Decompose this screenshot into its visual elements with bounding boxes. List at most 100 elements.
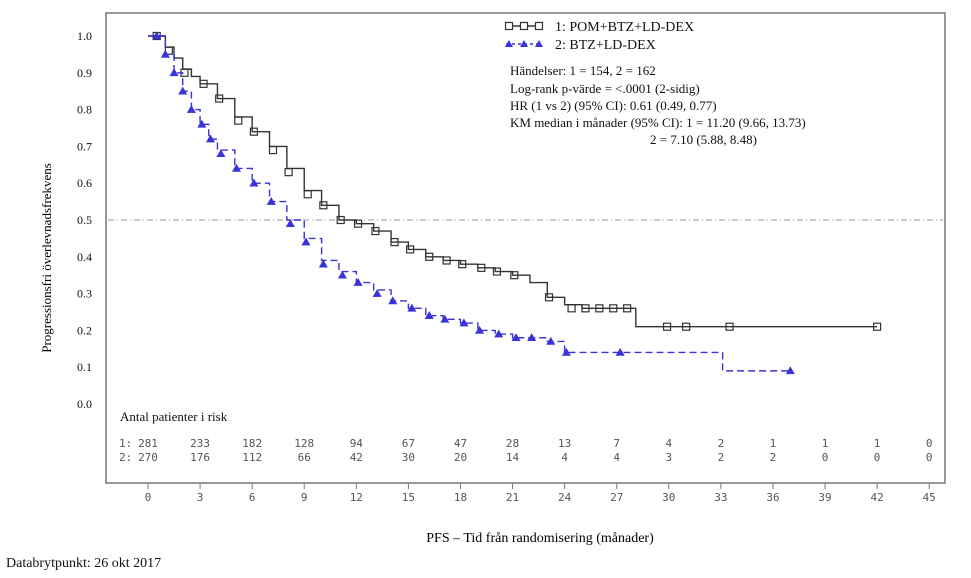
series-2-censor-marker xyxy=(249,178,259,187)
series-1-censor-marker xyxy=(442,256,451,265)
risk-count: 13 xyxy=(558,437,571,450)
legend-marker xyxy=(520,40,528,47)
risk-count: 182 xyxy=(242,437,262,450)
series-1-censor-marker xyxy=(458,260,467,269)
x-tick-label: 15 xyxy=(402,491,415,504)
series-1-line xyxy=(148,35,878,328)
risk-count: 0 xyxy=(822,451,829,464)
x-tick-label: 3 xyxy=(197,491,204,504)
series-2-censor-marker xyxy=(232,163,242,172)
series-2-censor-marker xyxy=(407,303,417,312)
risk-count: 128 xyxy=(294,437,314,450)
series-1 xyxy=(148,31,882,331)
stats-annotation: HR (1 vs 2) (95% CI): 0.61 (0.49, 0.77) xyxy=(510,98,717,113)
risk-count: 0 xyxy=(926,451,933,464)
series-1-censor-marker xyxy=(595,304,604,313)
risk-count: 1 xyxy=(874,437,881,450)
x-tick-label: 33 xyxy=(714,491,727,504)
risk-count: 1 xyxy=(822,437,829,450)
x-tick-label: 21 xyxy=(506,491,519,504)
risk-count: 2 xyxy=(718,451,725,464)
series-1-censor-marker xyxy=(336,215,345,225)
x-axis-label: PFS – Tid från randomisering (månader) xyxy=(426,531,654,546)
series-1-censor-marker xyxy=(623,304,632,313)
series-2-censor-marker xyxy=(337,270,347,279)
risk-count: 270 xyxy=(138,451,158,464)
risk-count: 233 xyxy=(190,437,210,450)
series-2-censor-marker xyxy=(561,347,571,356)
legend-item-2: 2: BTZ+LD-DEX xyxy=(505,38,656,53)
series-1-censor-marker xyxy=(477,263,486,272)
y-axis-label: Progressionsfri överlevnadsfrekvens xyxy=(39,163,54,353)
series-1-censor-marker xyxy=(725,322,734,331)
y-tick-label: 0.3 xyxy=(77,287,92,301)
series-2-censor-marker xyxy=(615,347,625,356)
series-1-censor-marker xyxy=(303,190,312,199)
series-1-censor-marker xyxy=(492,267,502,276)
series-1-censor-marker xyxy=(662,322,672,331)
series-2 xyxy=(148,31,795,375)
series-1-censor-marker xyxy=(581,304,590,313)
risk-count: 0 xyxy=(874,451,881,464)
series-1-censor-marker xyxy=(567,304,576,313)
risk-count: 176 xyxy=(190,451,210,464)
series-1-censor-marker xyxy=(682,322,691,331)
legend-marker xyxy=(505,40,513,47)
y-tick-label: 0.9 xyxy=(77,66,92,80)
series-2-censor-marker xyxy=(372,288,382,297)
risk-count: 67 xyxy=(402,437,415,450)
series-1-censor-marker xyxy=(371,226,380,236)
stats-annotation: 2 = 7.10 (5.88, 8.48) xyxy=(650,132,757,147)
series-2-censor-marker xyxy=(301,237,311,246)
series-2-censor-marker xyxy=(160,49,170,58)
x-tick-label: 42 xyxy=(870,491,883,504)
risk-count: 30 xyxy=(402,451,415,464)
y-tick-label: 0.4 xyxy=(77,250,92,264)
series-2-censor-marker xyxy=(527,333,537,342)
y-tick-label: 1.0 xyxy=(77,29,92,43)
series-1-censor-marker xyxy=(284,168,293,177)
series-2-censor-marker xyxy=(285,219,295,227)
series-2-censor-marker xyxy=(186,104,196,113)
risk-count: 20 xyxy=(454,451,467,464)
series-2-censor-marker xyxy=(353,277,363,286)
x-tick-label: 12 xyxy=(350,491,363,504)
series-1-censor-marker xyxy=(319,201,328,210)
risk-count: 0 xyxy=(926,437,933,450)
series-2-censor-marker xyxy=(785,366,795,375)
x-tick-label: 18 xyxy=(454,491,467,504)
series-1-censor-marker xyxy=(268,145,278,155)
series-1-censor-marker xyxy=(390,237,399,247)
series-2-censor-marker xyxy=(266,196,276,205)
series-2-censor-marker xyxy=(459,318,469,327)
risk-row-label: 1: xyxy=(119,437,132,450)
legend-label: 2: BTZ+LD-DEX xyxy=(555,38,656,53)
risk-count: 2 xyxy=(718,437,725,450)
risk-count: 112 xyxy=(242,451,262,464)
y-tick-label: 0.0 xyxy=(77,397,92,411)
x-tick-label: 6 xyxy=(249,491,256,504)
risk-count: 2 xyxy=(770,451,777,464)
series-2-censor-marker xyxy=(494,329,504,338)
series-1-censor-marker xyxy=(510,271,519,280)
risk-count: 42 xyxy=(350,451,363,464)
y-tick-label: 0.8 xyxy=(77,103,92,117)
risk-count: 28 xyxy=(506,437,519,450)
series-2-censor-marker xyxy=(197,119,207,128)
series-2-censor-marker xyxy=(388,296,398,305)
legend-item-1: 1: POM+BTZ+LD-DEX xyxy=(504,20,694,35)
risk-count: 4 xyxy=(613,451,620,464)
legend-marker xyxy=(535,40,543,47)
risk-table-title: Antal patienter i risk xyxy=(120,409,228,424)
series-2-line xyxy=(148,35,791,372)
risk-count: 1 xyxy=(770,437,777,450)
series-2-censor-marker xyxy=(511,333,521,342)
risk-count: 47 xyxy=(454,437,467,450)
plot-frame xyxy=(105,12,946,484)
series-2-censor-marker xyxy=(152,31,162,40)
risk-count: 4 xyxy=(665,437,672,450)
series-2-censor-marker xyxy=(178,86,188,95)
x-tick-label: 27 xyxy=(610,491,623,504)
x-tick-label: 30 xyxy=(662,491,675,504)
series-1-censor-marker xyxy=(544,293,554,302)
